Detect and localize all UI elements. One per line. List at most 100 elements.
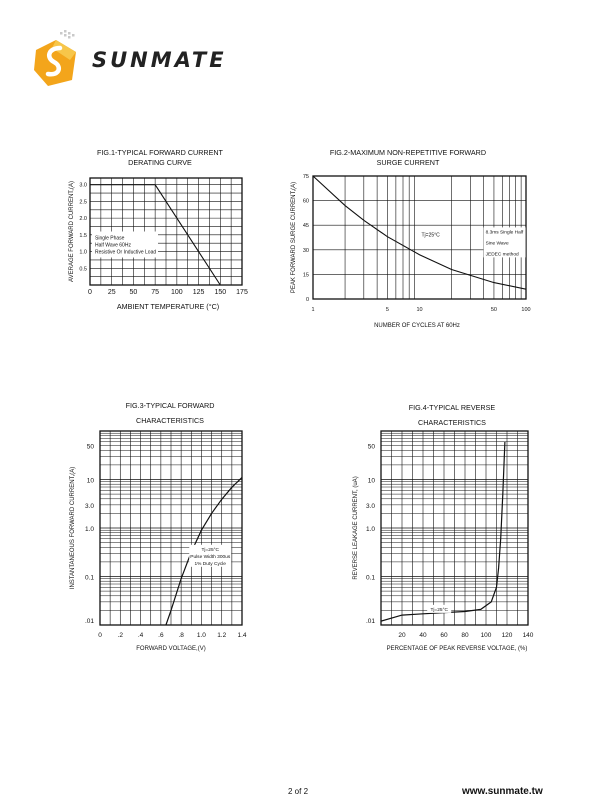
fig4-chart: 20 40 60 80 100 120 140 .01 0.1 1.0 3.0 10 50 Tj=25°C… <box>353 430 534 652</box>
fig1-title-line1: FIG.1-TYPICAL FORWARD CURRENT <box>97 148 223 157</box>
website-link[interactable]: www.sunmate.tw <box>462 786 543 797</box>
fig3-ytick: 3.0 <box>85 503 94 510</box>
fig2-xtick: 100 <box>521 307 530 313</box>
fig2-xtick: 50 <box>491 307 497 313</box>
fig2-title-line2: SURGE CURRENT <box>376 158 440 167</box>
fig3-xtick: 1.0 <box>197 632 206 639</box>
fig1-ytick: 0.5 <box>79 266 87 272</box>
fig2-temp-label: Tj=25°C <box>422 232 441 238</box>
fig3-ytick: 0.1 <box>85 575 94 582</box>
fig1-xtick: 100 <box>171 289 183 296</box>
fig1-legend-box <box>92 231 158 258</box>
brand-logo: SUNMATE <box>30 30 224 92</box>
fig2-ytick: 45 <box>303 223 309 229</box>
fig3-note-box <box>189 544 232 567</box>
fig4-curve <box>380 441 506 622</box>
fig4-frame <box>380 430 529 626</box>
fig3-xlabel: FORWARD VOLTAGE,(V) <box>136 646 205 652</box>
fig2-note-line: 8.3ms Single Half <box>486 229 524 235</box>
fig3-xtick: 1.2 <box>217 632 226 639</box>
fig3-ytick: 50 <box>87 444 95 451</box>
fig1-chart: 0 25 50 75 100 125 150 175 0.5 1.0 1.5 2.0 2.5 3.0 Sin… <box>69 177 248 311</box>
fig3-ytick: 10 <box>87 478 95 485</box>
fig3-xtick: 1.4 <box>237 632 246 639</box>
fig2-ytick: 0 <box>306 297 309 303</box>
fig2-temp-box <box>418 229 449 240</box>
fig3-title-line2: CHARACTERISTICS <box>136 416 204 425</box>
fig4-ytick: .01 <box>366 618 375 625</box>
fig3-note-line: Tj=25°C <box>201 547 219 553</box>
fig1-curve <box>90 184 221 286</box>
fig4-ytick: 0.1 <box>366 575 375 582</box>
fig3-frame <box>99 430 243 626</box>
fig4-xtick: 140 <box>523 632 534 639</box>
fig1-legend-item: Single Phase <box>95 236 125 242</box>
fig2-note-box <box>483 227 526 258</box>
fig3-ytick: 1.0 <box>85 526 94 533</box>
fig2-ytick: 15 <box>303 272 309 278</box>
fig4-xtick: 80 <box>461 632 469 639</box>
fig1-xtick: 175 <box>236 289 248 296</box>
fig1-frame <box>89 177 243 286</box>
logo-emblem-icon <box>34 30 76 86</box>
fig2-ytick: 75 <box>303 174 309 180</box>
fig1-ytick: 2.0 <box>79 216 87 222</box>
fig3-curve <box>165 477 243 626</box>
fig1-title-line2: DERATING CURVE <box>128 158 192 167</box>
fig1-ytick: 3.0 <box>79 183 87 189</box>
fig2-title: FIG.2-MAXIMUM NON-REPETITIVE FORWARD SUR… <box>298 148 518 168</box>
fig4-note-box <box>427 604 452 613</box>
fig1-legend-item: Half Wave 60Hz <box>95 243 131 249</box>
fig2-ylabel: PEAK FORWARD SURGE CURRENT,(A) <box>291 182 297 293</box>
fig3-xtick: .2 <box>118 632 124 639</box>
fig1-xtick: 25 <box>108 289 116 296</box>
fig4-ytick: 3.0 <box>366 503 375 510</box>
brand-wordmark: SUNMATE <box>92 48 227 72</box>
fig3-xtick: .8 <box>178 632 184 639</box>
fig2-ytick: 60 <box>303 199 309 205</box>
page-number: 2 of 2 <box>288 787 309 796</box>
fig4-ytick: 1.0 <box>366 526 375 533</box>
fig4-ytick: 10 <box>368 478 376 485</box>
fig4-title: FIG.4-TYPICAL REVERSE CHARACTERISTICS <box>362 400 542 430</box>
fig3-title-line1: FIG.3-TYPICAL FORWARD <box>125 401 215 410</box>
fig4-ylabel: REVERSE LEAKAGE CURRENT, (uA) <box>353 476 359 579</box>
fig3-note-line: Pulse Width 300us <box>190 554 231 560</box>
fig3-xtick: .6 <box>158 632 164 639</box>
fig4-title-line2: CHARACTERISTICS <box>418 418 486 427</box>
fig2-ytick: 30 <box>303 248 309 254</box>
fig4-xtick: 40 <box>419 632 427 639</box>
fig1-legend-item: Resistive Or Inductive Load <box>95 250 156 256</box>
fig1-ytick: 1.0 <box>79 250 87 256</box>
fig4-xtick: 120 <box>502 632 513 639</box>
fig2-xtick: 5 <box>386 307 389 313</box>
fig1-title: FIG.1-TYPICAL FORWARD CURRENT DERATING C… <box>60 148 260 168</box>
fig2-note-line: Sine Wave <box>486 240 509 246</box>
fig4-ytick: 50 <box>368 444 376 451</box>
fig1-ytick: 2.5 <box>79 199 87 205</box>
fig1-xtick: 150 <box>214 289 226 296</box>
fig1-xtick: 75 <box>151 289 159 296</box>
fig4-temp-label: Tj=25°C <box>430 607 448 613</box>
fig3-ylabel: INSTANTANEOUS FORWARD CURRENT,(A) <box>70 467 76 589</box>
fig4-xtick: 20 <box>398 632 406 639</box>
fig2-curve <box>312 175 527 290</box>
fig1-xtick: 50 <box>130 289 138 296</box>
fig3-title: FIG.3-TYPICAL FORWARD CHARACTERISTICS <box>80 398 260 428</box>
fig1-xtick: 125 <box>193 289 205 296</box>
fig3-xtick: .4 <box>138 632 144 639</box>
fig2-xlabel: NUMBER OF CYCLES AT 60Hz <box>374 323 460 329</box>
fig1-ylabel: AVERAGE FORWARD CURRENT,(A) <box>69 181 75 282</box>
fig2-frame <box>312 175 527 300</box>
fig1-xtick: 0 <box>88 289 92 296</box>
fig1-ytick: 1.5 <box>79 233 87 239</box>
fig3-ytick: .01 <box>85 618 94 625</box>
fig4-title-line1: FIG.4-TYPICAL REVERSE <box>408 403 496 412</box>
fig3-xtick: 0 <box>98 632 102 639</box>
fig2-title-line1: FIG.2-MAXIMUM NON-REPETITIVE FORWARD <box>329 148 487 157</box>
fig3-chart: 0 .2 .4 .6 .8 1.0 1.2 1.4 .01 0.1 1.0 3.0 10 50 Tj=25°… <box>70 430 247 652</box>
fig4-xtick: 60 <box>440 632 448 639</box>
fig2-xtick: 10 <box>416 307 422 313</box>
fig4-xlabel: PERCENTAGE OF PEAK REVERSE VOLTAGE, (%) <box>387 646 528 652</box>
fig4-xtick: 100 <box>481 632 492 639</box>
